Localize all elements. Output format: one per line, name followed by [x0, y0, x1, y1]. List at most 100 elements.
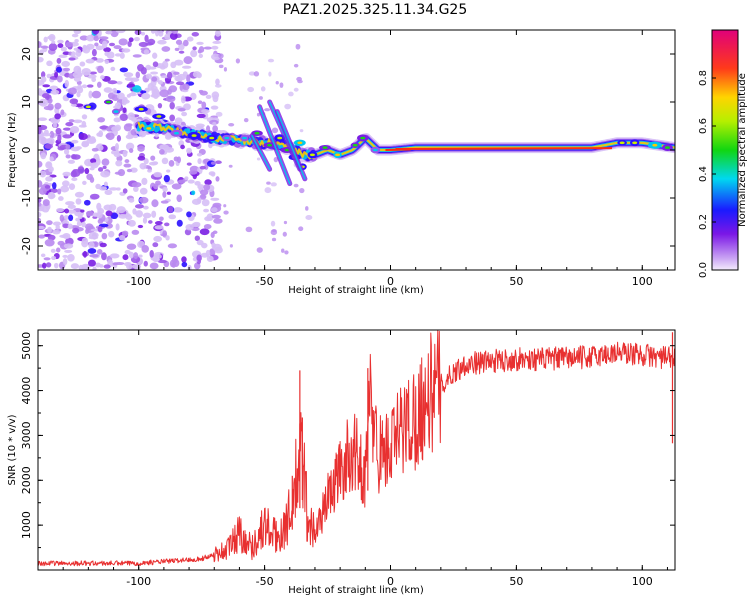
- noise-blob: [128, 93, 137, 97]
- noise-blob: [129, 37, 134, 42]
- noise-blob: [122, 231, 128, 237]
- noise-blob: [150, 71, 158, 74]
- noise-blob: [123, 150, 128, 157]
- noise-blob: [71, 177, 77, 181]
- noise-blob: [97, 66, 104, 74]
- noise-blob: [185, 224, 193, 230]
- y-tick-label: -10: [20, 189, 33, 207]
- noise-blob: [76, 91, 80, 97]
- noise-blob: [177, 220, 183, 227]
- noise-blob: [94, 36, 99, 41]
- noise-blob: [299, 188, 304, 193]
- noise-blob: [90, 162, 98, 168]
- noise-blob: [165, 235, 169, 240]
- noise-blob: [115, 102, 121, 109]
- noise-blob: [179, 51, 185, 54]
- spectrogram-xlabel: Height of straight line (km): [288, 285, 424, 296]
- noise-blob: [153, 172, 162, 178]
- noise-blob: [70, 126, 79, 133]
- noise-blob: [200, 166, 206, 170]
- noise-blob: [62, 255, 68, 258]
- noise-blob: [86, 211, 93, 216]
- noise-blob: [35, 161, 42, 168]
- noise-blob: [170, 62, 176, 69]
- noise-blob: [46, 220, 53, 225]
- noise-blob: [210, 198, 219, 201]
- noise-blob: [72, 34, 79, 38]
- noise-blob: [51, 249, 56, 253]
- noise-blob: [55, 128, 61, 134]
- ridge-spot-core: [114, 110, 119, 113]
- y-tick-label: 0: [20, 147, 33, 154]
- ridge-spot-core: [242, 137, 247, 140]
- noise-blob: [56, 208, 64, 212]
- noise-blob: [122, 107, 126, 113]
- ridge: [83, 100, 674, 184]
- noise-blob: [42, 84, 50, 87]
- noise-blob: [215, 176, 219, 182]
- noise-blob: [139, 42, 149, 47]
- noise-blob: [206, 95, 212, 99]
- noise-blob: [284, 104, 291, 110]
- noise-blob: [215, 247, 223, 254]
- snr-plot: [38, 330, 675, 565]
- noise-blob: [99, 264, 103, 268]
- noise-blob: [66, 154, 71, 158]
- noise-blob: [125, 159, 130, 163]
- noise-blob: [74, 28, 82, 34]
- x-tick-label: -50: [256, 275, 274, 288]
- noise-blob: [186, 148, 192, 154]
- noise-blob: [113, 45, 121, 49]
- ridge-spot-core: [174, 132, 179, 135]
- noise-blob: [128, 198, 134, 203]
- y-tick-label: 1000: [20, 511, 33, 539]
- ridge-spot-core: [192, 134, 197, 137]
- noise-blob: [114, 117, 121, 122]
- noise-blob: [97, 82, 102, 88]
- noise-blob: [211, 106, 219, 110]
- noise-blob: [82, 114, 87, 119]
- noise-blob: [124, 123, 132, 131]
- noise-blob: [65, 144, 70, 150]
- noise-blob: [65, 42, 73, 47]
- noise-blob: [133, 252, 138, 259]
- noise-blob: [62, 134, 72, 138]
- noise-blob: [46, 61, 52, 67]
- noise-blob: [86, 174, 93, 180]
- noise-blob: [110, 253, 120, 258]
- noise-blob: [50, 90, 59, 95]
- snr-ylabel: SNR (10 * v/v): [7, 414, 18, 485]
- noise-blob: [60, 185, 69, 192]
- noise-blob: [176, 194, 181, 202]
- noise-blob: [183, 40, 189, 47]
- noise-blob: [99, 36, 109, 40]
- noise-blob: [197, 240, 204, 245]
- ridge-spot-core: [665, 146, 670, 149]
- noise-blob: [45, 185, 51, 189]
- noise-blob: [213, 218, 222, 224]
- noise-blob: [100, 171, 110, 178]
- noise-blob: [187, 162, 192, 165]
- noise-blob: [271, 221, 275, 227]
- noise-blob: [82, 121, 87, 127]
- noise-blob: [123, 188, 128, 193]
- noise-blob: [211, 207, 218, 212]
- x-tick-label: -50: [256, 575, 274, 588]
- noise-blob: [305, 215, 312, 220]
- noise-blob: [152, 161, 158, 164]
- noise-blob: [57, 40, 64, 44]
- noise-blob: [64, 80, 69, 88]
- noise-blob: [201, 102, 206, 109]
- noise-blob: [108, 80, 118, 84]
- noise-blob: [151, 199, 158, 207]
- noise-blob: [153, 61, 158, 67]
- noise-blob: [54, 103, 61, 110]
- noise-blob: [135, 30, 142, 35]
- noise-blob: [98, 226, 103, 232]
- noise-blob: [120, 114, 128, 121]
- noise-blob: [167, 89, 172, 95]
- noise-blob: [141, 178, 147, 185]
- noise-blob: [83, 251, 87, 258]
- noise-blob: [166, 170, 170, 173]
